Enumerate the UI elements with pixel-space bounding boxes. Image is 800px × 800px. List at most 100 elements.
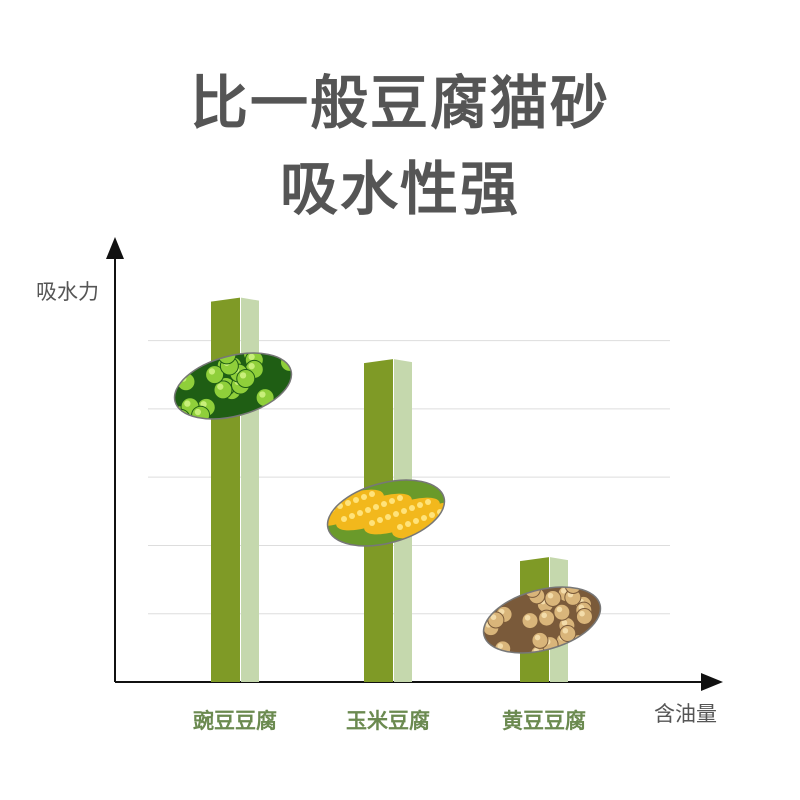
corn-kernel	[393, 511, 399, 517]
corn-kernel	[361, 494, 367, 500]
bean-highlight	[485, 578, 491, 585]
corn-kernel	[357, 510, 363, 516]
bean-highlight	[281, 415, 288, 422]
bean-highlight	[217, 383, 224, 390]
bean	[538, 609, 556, 627]
bean-highlight	[208, 368, 216, 375]
bean-highlight	[480, 587, 487, 594]
corn-kernel	[397, 524, 403, 530]
bean-highlight	[524, 614, 531, 621]
corn-kernel	[369, 491, 375, 497]
corn-kernel	[421, 515, 427, 521]
corn-kernel	[321, 509, 327, 515]
bean-highlight	[186, 416, 193, 423]
bean	[553, 603, 571, 621]
bean-highlight	[562, 627, 569, 634]
bean	[277, 412, 297, 431]
corn-kernel	[453, 503, 459, 509]
corn-kernel	[405, 521, 411, 527]
y-axis-label: 吸水力	[36, 280, 99, 304]
bean-highlight	[595, 643, 601, 650]
bean-highlight	[547, 592, 554, 599]
bean-highlight	[497, 643, 504, 649]
bean	[477, 588, 495, 606]
corn-kernel	[341, 516, 347, 522]
bean	[521, 612, 539, 630]
bean-highlight	[534, 634, 541, 641]
bean-highlight	[594, 631, 601, 638]
bean-highlight	[573, 639, 580, 646]
corn-kernel	[353, 497, 359, 503]
bean	[477, 585, 495, 603]
corn-kernel	[373, 504, 379, 510]
bean	[591, 628, 608, 646]
corn-kernel	[417, 502, 423, 508]
bean-highlight	[579, 610, 585, 617]
image-border	[173, 352, 293, 420]
bean-highlight	[259, 391, 266, 398]
bean-highlight	[490, 614, 497, 621]
bean-highlight	[556, 606, 563, 613]
bean	[280, 352, 299, 372]
bean	[191, 405, 211, 425]
corn-kernel	[313, 512, 319, 518]
bean	[592, 640, 608, 658]
bean	[575, 607, 593, 625]
bean	[183, 342, 203, 362]
corn-kernel	[377, 517, 383, 523]
bean	[171, 408, 191, 428]
corn-kernel	[397, 495, 403, 501]
image-border	[326, 479, 446, 547]
bean	[236, 369, 256, 389]
corn-kernel	[345, 500, 351, 506]
bean-highlight	[239, 372, 247, 379]
bean	[484, 589, 502, 607]
corn-kernel	[349, 513, 355, 519]
title-line-2: 吸水性强	[279, 155, 520, 223]
corn-kernel	[409, 505, 415, 511]
corn-kernel	[365, 507, 371, 513]
category-label: 玉米豆腐	[346, 709, 430, 733]
bean-highlight	[567, 579, 574, 586]
x-axis-arrow	[701, 673, 723, 691]
bean-highlight	[248, 353, 255, 361]
corn-kernel	[445, 506, 451, 512]
bean-highlight	[186, 345, 194, 352]
image-border	[482, 586, 602, 654]
corn-kernel	[429, 512, 435, 518]
corn-kernel	[413, 518, 419, 524]
corn-kernel	[369, 520, 375, 526]
bean-highlight	[182, 358, 189, 366]
y-axis-arrow	[106, 237, 124, 259]
bean-highlight	[561, 619, 568, 626]
corn-kernel	[401, 508, 407, 514]
bean	[481, 575, 499, 593]
bean	[176, 372, 196, 392]
bean	[255, 388, 275, 408]
bean-highlight	[488, 592, 494, 599]
bean	[544, 589, 562, 607]
bean	[487, 611, 505, 629]
bean-highlight	[179, 360, 186, 367]
bean-highlight	[480, 591, 487, 598]
bean-highlight	[184, 400, 191, 407]
bean	[590, 646, 608, 664]
corn-kernel	[389, 498, 395, 504]
bean-highlight	[194, 408, 202, 416]
bean-highlight	[593, 649, 600, 656]
bean-highlight	[494, 593, 501, 599]
x-axis-label: 含油量	[654, 702, 717, 726]
category-label: 黄豆豆腐	[502, 709, 586, 733]
corn-kernel	[425, 499, 431, 505]
bean-highlight	[248, 363, 255, 370]
bean-highlight	[541, 612, 547, 619]
bean	[531, 631, 549, 649]
corn-kernel	[385, 514, 391, 520]
corn-kernel	[381, 501, 387, 507]
category-label: 豌豆豆腐	[193, 709, 277, 733]
bean	[491, 590, 509, 608]
bean-highlight	[560, 588, 567, 594]
bean-highlight	[175, 412, 182, 419]
title-line-1: 比一般豆腐猫砂	[189, 69, 610, 137]
